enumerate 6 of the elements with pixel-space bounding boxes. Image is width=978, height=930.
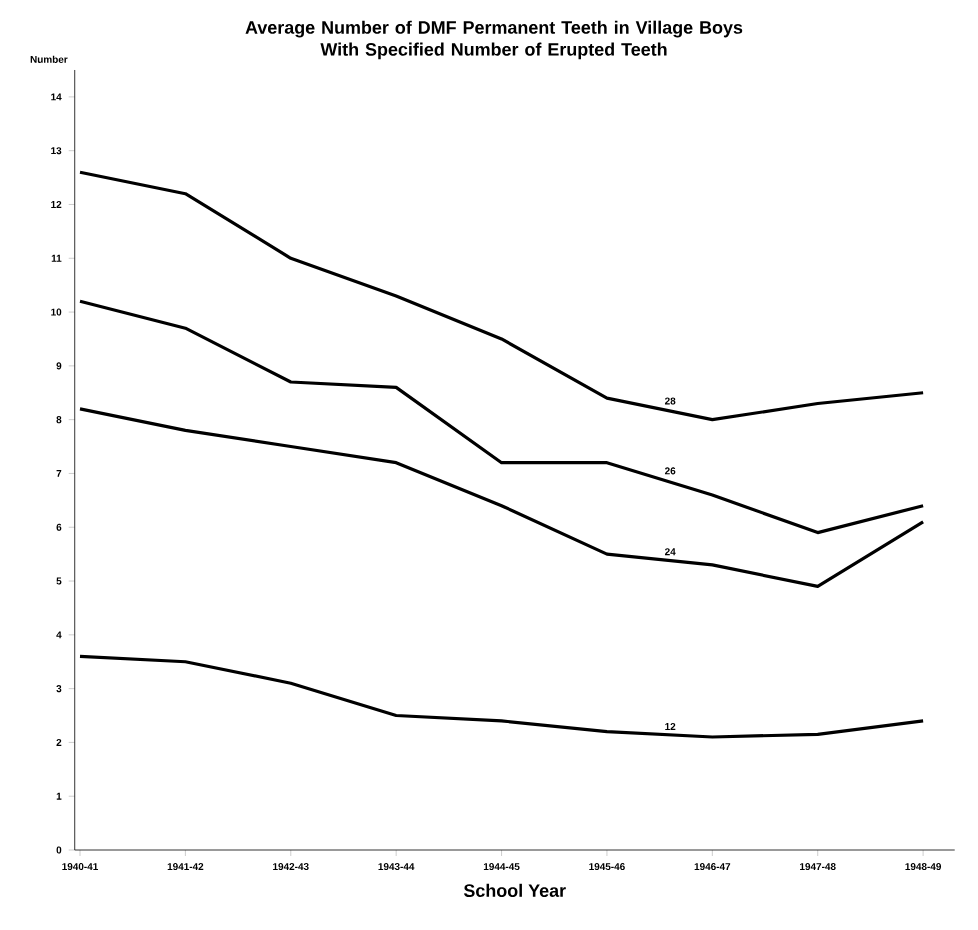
line-series <box>78 170 925 422</box>
line-series <box>78 407 925 589</box>
line-series <box>78 654 925 739</box>
chart-title: Average Number of DMF Permanent Teeth in Village Boys With Specified Number of Erupted Teeth <box>245 20 743 60</box>
x-axis-title: School Year <box>463 883 566 897</box>
line-series <box>78 299 925 535</box>
